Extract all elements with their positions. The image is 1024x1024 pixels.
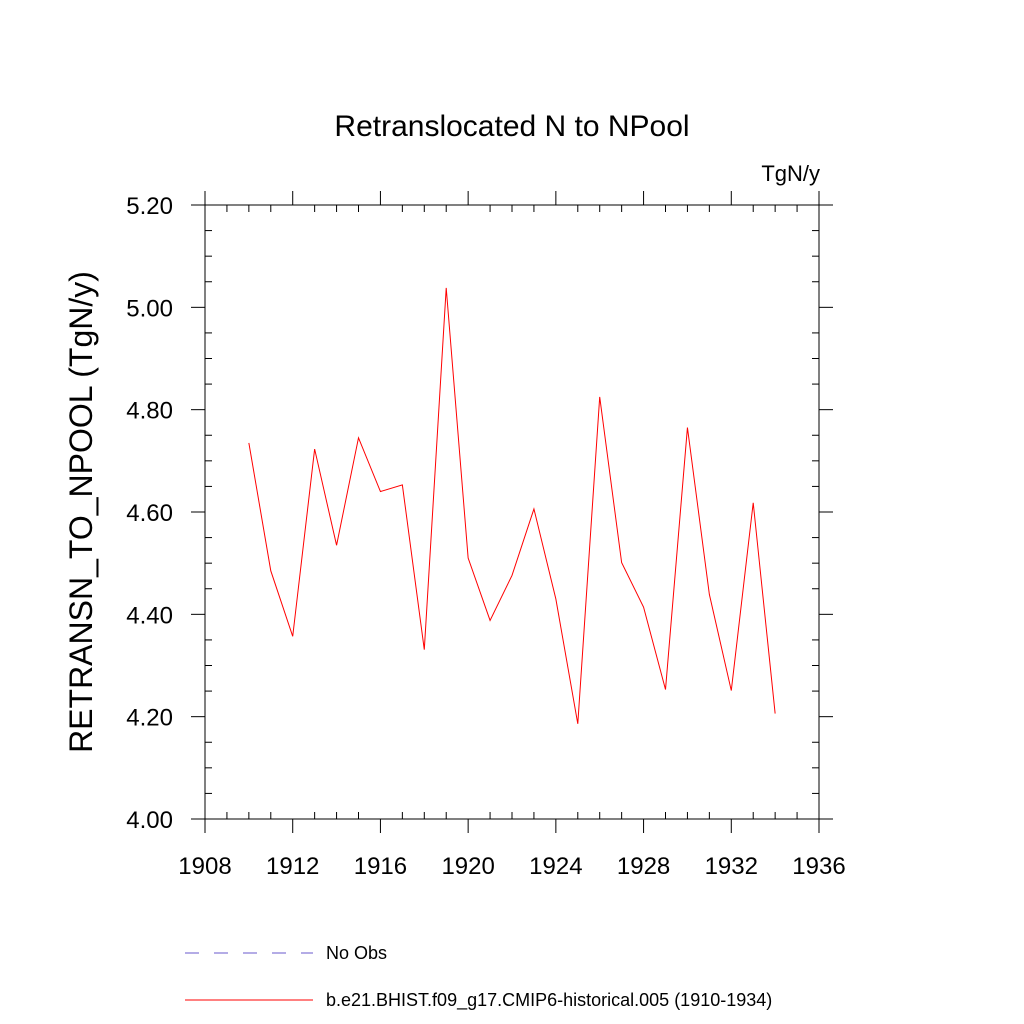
axis-ticks: [191, 191, 833, 833]
x-tick-label: 1928: [617, 853, 670, 880]
y-tick-label: 4.20: [126, 705, 173, 732]
legend: No Obs b.e21.BHIST.f09_g17.CMIP6-historic…: [185, 943, 772, 1011]
legend-label: b.e21.BHIST.f09_g17.CMIP6-historical.005…: [326, 990, 772, 1011]
x-tick-label: 1932: [705, 853, 758, 880]
x-tick-label: 1920: [441, 853, 494, 880]
y-tick-label: 4.00: [126, 807, 173, 834]
tick-labels: 1908 1912 1916 1920 1924 1928 1932 1936 4.00 4.20…: [126, 193, 845, 880]
chart-title: Retranslocated N to NPool: [334, 110, 689, 143]
y-tick-label: 5.00: [126, 295, 173, 322]
series-line: [248, 287, 776, 724]
series-layer: [248, 287, 776, 724]
y-axis-label: RETRANSN_TO_NPOOL (TgN/y): [63, 271, 99, 753]
units-label: TgN/y: [761, 161, 820, 186]
x-tick-label: 1924: [529, 853, 582, 880]
x-tick-label: 1908: [178, 853, 231, 880]
plot-frame: [204, 204, 820, 820]
y-tick-label: 4.40: [126, 602, 173, 629]
y-tick-label: 5.20: [126, 193, 173, 220]
y-tick-label: 4.80: [126, 398, 173, 425]
x-tick-label: 1916: [354, 853, 407, 880]
legend-label: No Obs: [326, 943, 387, 963]
x-tick-label: 1912: [266, 853, 319, 880]
x-tick-label: 1936: [792, 853, 845, 880]
y-tick-label: 4.60: [126, 500, 173, 527]
